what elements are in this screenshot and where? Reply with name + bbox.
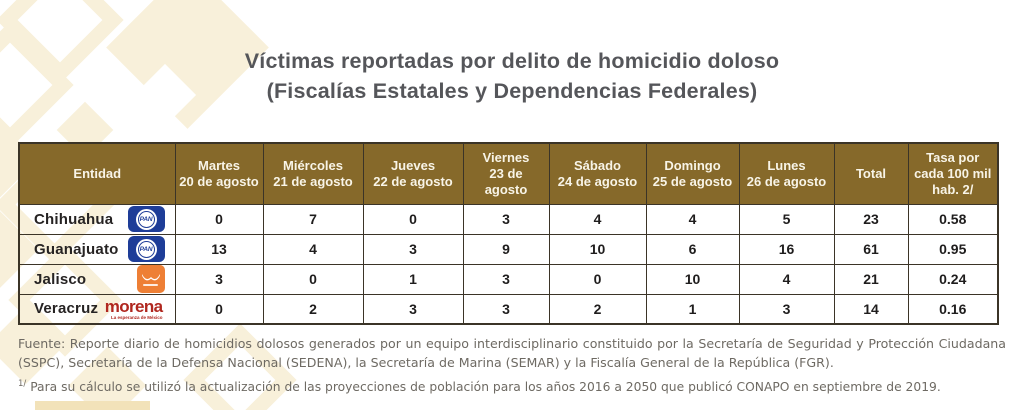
footnote: 1/ Para su cálculo se utilizó la actuali… bbox=[18, 379, 1006, 394]
rate-cell: 0.95 bbox=[907, 233, 999, 265]
value-cell: 0 bbox=[548, 263, 647, 295]
table-row-veracruz: Veracruz morena La esperanza de México 0… bbox=[18, 293, 999, 325]
total-cell: 14 bbox=[833, 293, 909, 325]
value-cell: 4 bbox=[262, 233, 364, 265]
value-cell: 1 bbox=[362, 263, 464, 295]
value-cell: 0 bbox=[174, 203, 264, 235]
value-cell: 9 bbox=[462, 233, 550, 265]
value-cell: 1 bbox=[645, 293, 740, 325]
pan-logo: PAN bbox=[127, 206, 165, 232]
total-cell: 61 bbox=[833, 233, 909, 265]
value-cell: 0 bbox=[174, 293, 264, 325]
footnote-text: Para su cálculo se utilizó la actualizac… bbox=[26, 380, 941, 395]
page-title-line1: Víctimas reportadas por delito de homici… bbox=[244, 49, 780, 73]
value-cell: 2 bbox=[262, 293, 364, 325]
value-cell: 3 bbox=[462, 203, 550, 235]
value-cell: 7 bbox=[262, 203, 364, 235]
value-cell: 3 bbox=[462, 293, 550, 325]
value-cell: 16 bbox=[738, 233, 835, 265]
entity-name: Veracruz bbox=[34, 300, 99, 318]
column-header-wednesday: Miércoles 21 de agosto bbox=[262, 142, 364, 205]
column-header-sunday: Domingo 25 de agosto bbox=[645, 142, 740, 205]
value-cell: 2 bbox=[548, 293, 647, 325]
value-cell: 10 bbox=[645, 263, 740, 295]
entity-cell: Jalisco bbox=[18, 263, 176, 295]
column-header-thursday: Jueves 22 de agosto bbox=[362, 142, 464, 205]
rate-cell: 0.58 bbox=[907, 203, 999, 235]
column-header-total: Total bbox=[833, 142, 909, 205]
column-header-rate: Tasa por cada 100 mil hab. 2/ bbox=[907, 142, 999, 205]
entity-cell: Guanajuato PAN bbox=[18, 233, 176, 265]
pan-logo: PAN bbox=[127, 236, 165, 262]
column-header-saturday: Sábado 24 de agosto bbox=[548, 142, 647, 205]
value-cell: 4 bbox=[645, 203, 740, 235]
table-row-jalisco: Jalisco 3 0 1 3 0 bbox=[18, 263, 999, 295]
value-cell: 6 bbox=[645, 233, 740, 265]
value-cell: 5 bbox=[738, 203, 835, 235]
rate-cell: 0.16 bbox=[907, 293, 999, 325]
source-note: Fuente: Reporte diario de homicidios dol… bbox=[18, 336, 1006, 370]
value-cell: 3 bbox=[174, 263, 264, 295]
total-cell: 23 bbox=[833, 203, 909, 235]
value-cell: 3 bbox=[738, 293, 835, 325]
value-cell: 3 bbox=[462, 263, 550, 295]
value-cell: 10 bbox=[548, 233, 647, 265]
table-header-row: Entidad Martes 20 de agosto Miércoles 21… bbox=[18, 142, 999, 205]
footnote-marker: 1/ bbox=[18, 379, 27, 389]
table-row-guanajuato: Guanajuato PAN 13 4 3 9 10 6 16 61 0.95 bbox=[18, 233, 999, 265]
homicide-table: Entidad Martes 20 de agosto Miércoles 21… bbox=[18, 142, 999, 325]
value-cell: 3 bbox=[362, 293, 464, 325]
total-cell: 21 bbox=[833, 263, 909, 295]
value-cell: 4 bbox=[548, 203, 647, 235]
watermark-bar bbox=[35, 401, 150, 410]
table-row-chihuahua: Chihuahua PAN 0 7 0 3 4 4 5 23 0.58 bbox=[18, 203, 999, 235]
column-header-tuesday: Martes 20 de agosto bbox=[174, 142, 264, 205]
entity-name: Guanajuato bbox=[34, 240, 119, 258]
value-cell: 3 bbox=[362, 233, 464, 265]
mc-wordmark bbox=[143, 283, 158, 286]
morena-logo: morena La esperanza de México bbox=[104, 296, 163, 320]
value-cell: 4 bbox=[738, 263, 835, 295]
value-cell: 0 bbox=[362, 203, 464, 235]
column-header-entity: Entidad bbox=[18, 142, 176, 205]
value-cell: 0 bbox=[262, 263, 364, 295]
value-cell: 13 bbox=[174, 233, 264, 265]
rate-cell: 0.24 bbox=[907, 263, 999, 295]
column-header-friday: Viernes 23 de agosto bbox=[462, 142, 550, 205]
column-header-monday: Lunes 26 de agosto bbox=[738, 142, 835, 205]
eagle-icon bbox=[141, 273, 160, 280]
entity-cell: Veracruz morena La esperanza de México bbox=[18, 293, 176, 325]
page-title-line2: (Fiscalías Estatales y Dependencias Fede… bbox=[266, 79, 758, 103]
entity-name: Chihuahua bbox=[34, 210, 114, 228]
movimiento-ciudadano-logo bbox=[136, 265, 165, 293]
page-title: Víctimas reportadas por delito de homici… bbox=[0, 46, 1024, 106]
entity-name: Jalisco bbox=[34, 270, 87, 288]
entity-cell: Chihuahua PAN bbox=[18, 203, 176, 235]
